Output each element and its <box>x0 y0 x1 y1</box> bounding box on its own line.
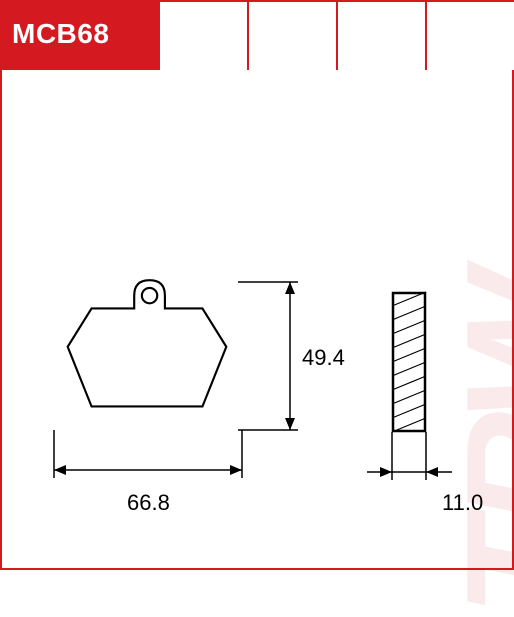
header-bar: MCB68 <box>0 0 514 70</box>
dimension-thickness-value: 11.0 <box>442 490 483 516</box>
header-slot <box>338 2 427 70</box>
brake-pad-side-view <box>392 292 426 432</box>
product-code-label: MCB68 <box>0 0 160 70</box>
header-slot <box>160 2 249 70</box>
header-slot <box>249 2 338 70</box>
dimension-height-value: 49.4 <box>302 345 345 371</box>
brake-pad-front-view <box>52 270 242 415</box>
drawing-area: TRW 66.8 <box>0 70 514 570</box>
header-slot <box>427 2 514 70</box>
dimension-width-value: 66.8 <box>127 490 170 516</box>
header-slots <box>160 0 514 70</box>
